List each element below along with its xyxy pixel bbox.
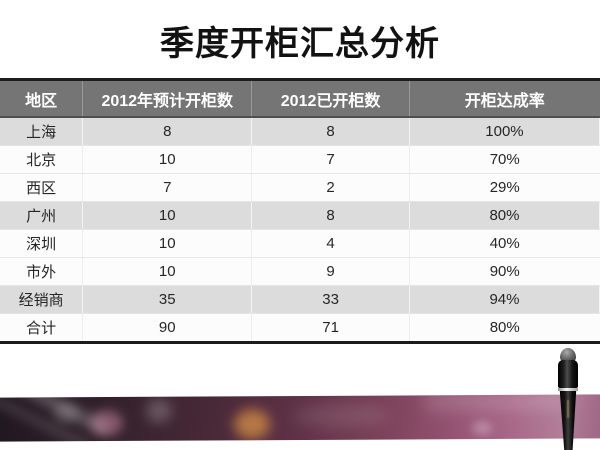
- mascara-pen-graphic: [555, 348, 581, 450]
- summary-table: 地区 2012年预计开柜数 2012已开柜数 开柜达成率 上海 8 8 100%…: [0, 78, 600, 344]
- pen-ring: [558, 388, 578, 391]
- table-cell: 10: [82, 201, 253, 230]
- table-cell: 80%: [409, 201, 600, 230]
- column-header-region: 地区: [0, 81, 84, 118]
- table-cell: 70%: [409, 145, 600, 174]
- page-title: 季度开柜汇总分析: [160, 25, 440, 63]
- table-cell: 71: [251, 313, 410, 341]
- table-cell: 33: [251, 285, 410, 314]
- region-cell: 北京: [0, 145, 84, 174]
- region-cell: 合计: [0, 313, 84, 341]
- region-cell: 市外: [0, 257, 84, 286]
- table-row: 西区 7 2 29%: [0, 173, 600, 202]
- table-cell: 100%: [409, 117, 600, 146]
- table-cell: 9: [251, 257, 410, 286]
- table-row: 上海 8 8 100%: [0, 117, 600, 146]
- decor-band: [0, 394, 600, 442]
- table-header-row: 地区 2012年预计开柜数 2012已开柜数 开柜达成率: [0, 81, 600, 118]
- table-cell: 7: [82, 173, 253, 202]
- pen-cap: [558, 360, 578, 388]
- bokeh-spot: [53, 403, 79, 424]
- bokeh-spot: [145, 398, 173, 423]
- bokeh-spot: [233, 409, 271, 440]
- column-header-rate: 开柜达成率: [409, 81, 600, 118]
- table-cell: 4: [251, 229, 410, 258]
- pen-tip: [560, 348, 576, 363]
- region-cell: 经销商: [0, 285, 84, 314]
- table-cell: 7: [251, 145, 410, 174]
- table-cell: 35: [82, 285, 253, 314]
- column-header-opened: 2012已开柜数: [251, 81, 410, 118]
- table-row: 合计 90 71 80%: [0, 313, 600, 341]
- column-header-planned: 2012年预计开柜数: [82, 81, 253, 118]
- bokeh-spot: [90, 409, 124, 437]
- region-cell: 广州: [0, 201, 84, 230]
- table-row: 深圳 10 4 40%: [0, 229, 600, 258]
- pen-gold-text: [567, 400, 569, 418]
- pen-body: [559, 391, 577, 450]
- table-cell: 8: [251, 117, 410, 146]
- table-cell: 8: [251, 201, 410, 230]
- table-cell: 90%: [409, 257, 600, 286]
- table-cell: 29%: [409, 173, 600, 202]
- bokeh-highlight: [423, 394, 569, 410]
- table-row: 广州 10 8 80%: [0, 201, 600, 230]
- table-cell: 10: [82, 257, 253, 286]
- table-row: 北京 10 7 70%: [0, 145, 600, 174]
- table-cell: 2: [251, 173, 410, 202]
- table-cell: 80%: [409, 313, 600, 341]
- table-cell: 8: [82, 117, 253, 146]
- table-cell: 10: [82, 145, 253, 174]
- table-cell: 40%: [409, 229, 600, 258]
- region-cell: 西区: [0, 173, 84, 202]
- table-cell: 10: [82, 229, 253, 258]
- region-cell: 深圳: [0, 229, 84, 258]
- table-cell: 94%: [409, 285, 600, 314]
- region-cell: 上海: [0, 117, 84, 146]
- bokeh-spot: [293, 403, 390, 429]
- bokeh-spot: [472, 420, 493, 436]
- table-row: 经销商 35 33 94%: [0, 285, 600, 314]
- table-cell: 90: [82, 313, 253, 341]
- table-row: 市外 10 9 90%: [0, 257, 600, 286]
